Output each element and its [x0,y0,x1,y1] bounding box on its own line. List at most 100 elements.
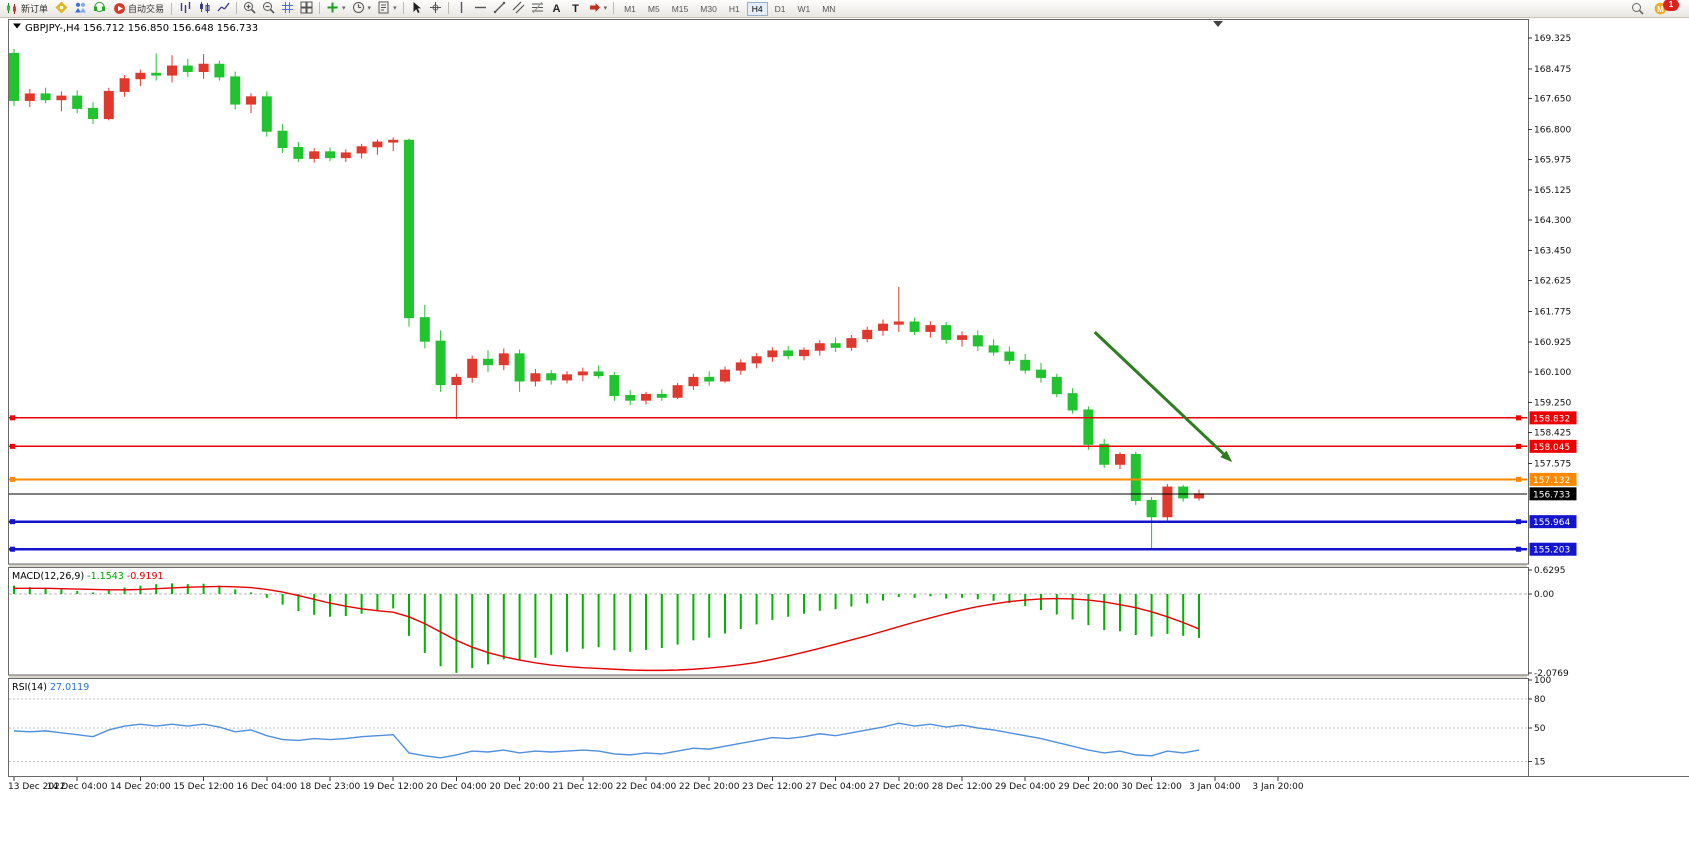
panel-separator[interactable] [9,564,1527,568]
line-handle[interactable] [1516,546,1521,552]
candle-body [893,321,904,325]
new-order-button[interactable]: 新订单 [3,1,51,16]
line-handle[interactable] [1516,415,1521,421]
rsi-axis-label: 15 [1534,758,1545,768]
line-handle[interactable] [1516,476,1521,482]
arrows-button[interactable]: ▾ [585,0,611,15]
line-handle[interactable] [10,443,15,449]
candlestick-chart-button[interactable] [195,0,214,15]
line-handle[interactable] [1516,443,1521,449]
candle [388,137,399,152]
arrows-icon [589,3,600,12]
vertical-line-button[interactable] [452,0,471,15]
cursor-button[interactable] [407,0,426,15]
price-tag [1529,411,1577,425]
line-chart-icon [217,2,230,12]
grid-icon [282,2,294,13]
zoom-out-button[interactable] [259,0,278,15]
candle [530,369,541,387]
periods-button[interactable]: ▾ [349,0,375,15]
time-axis-label: 3 Jan 20:00 [1252,782,1304,792]
channel-button[interactable] [509,0,528,15]
trendline-button[interactable] [490,0,509,15]
candle-body [419,317,430,342]
timeframe-h1-button[interactable]: H1 [724,2,745,16]
macd-axis-label: -2.0769 [1534,669,1569,679]
bar-chart-button[interactable] [176,0,195,15]
candle-body [1146,499,1157,518]
candle [625,390,636,406]
timeframe-h4-button[interactable]: H4 [746,1,768,16]
time-axis-label: 3 Jan 04:00 [1189,782,1241,792]
candle-body [941,325,952,340]
candle-body [688,376,699,387]
trend-arrow[interactable] [1093,331,1233,463]
price-tag-label: 157.132 [1533,476,1570,486]
line-handle[interactable] [10,519,15,525]
price-axis-label: 158.425 [1534,429,1571,439]
time-axis-label: 14 Dec 20:00 [110,782,171,792]
timeframe-d1-button[interactable]: D1 [770,2,791,16]
candle [1051,373,1062,398]
timeframe-w1-button[interactable]: W1 [792,2,815,16]
compass-button[interactable] [52,0,71,15]
line-handle[interactable] [10,476,15,482]
indicators-icon [327,2,338,13]
candle [1115,452,1125,469]
line-handle[interactable] [1516,519,1521,525]
time-axis-label: 22 Dec 04:00 [616,782,677,792]
timeframe-m30-button[interactable]: M30 [695,2,722,16]
candle [498,348,509,371]
candle-body [783,350,794,357]
templates-button[interactable]: ▾ [374,0,400,15]
crosshair-icon [429,2,441,13]
fibonacci-button[interactable] [528,0,547,15]
candle-body [751,356,762,364]
zoom-out-icon [263,2,275,14]
label-tool-button[interactable]: T [566,0,585,15]
symbol-ohlc-label: GBPJPY-,H4 156.712 156.850 156.648 156.7… [25,23,258,34]
candle [261,91,272,137]
chart-shift-marker-icon[interactable] [1213,21,1223,27]
candle [878,319,888,336]
candle-body [972,335,983,347]
candle [577,367,588,381]
panel-separator[interactable] [9,675,1527,679]
toolbar-separator [402,2,404,14]
grid-button[interactable] [278,0,297,15]
autotrading-button[interactable]: 自动交易 [110,1,167,16]
candle [325,147,335,162]
indicators-button[interactable]: ▾ [323,0,349,15]
candle [230,71,241,110]
candle-body [988,345,999,353]
profiles-button[interactable] [71,0,90,15]
tile-windows-button[interactable] [297,0,316,15]
time-axis-label: 27 Dec 04:00 [805,782,866,792]
search-button[interactable] [1628,1,1647,16]
community-button[interactable]: M 1 [1651,0,1682,16]
candle-body [483,358,493,366]
line-chart-button[interactable] [214,0,233,15]
line-handle[interactable] [10,546,15,552]
symbol-dropdown-icon[interactable] [13,23,21,29]
toolbar-separator [171,2,173,15]
timeframe-m5-button[interactable]: M5 [643,2,665,16]
horizontal-line-button[interactable] [471,0,490,15]
zoom-in-button[interactable] [240,0,259,15]
timeframe-m15-button[interactable]: M15 [667,2,694,16]
candle [1099,438,1110,468]
candle-body [656,393,667,398]
timeframe-mn-button[interactable]: MN [817,2,840,16]
price-tag-label: 155.203 [1533,546,1570,556]
text-tool-button[interactable]: A [547,0,566,15]
price-axis-label: 162.625 [1534,277,1571,287]
timeframe-m1-button[interactable]: M1 [619,2,641,16]
price-axis-label: 159.250 [1534,399,1571,409]
line-handle[interactable] [10,415,15,421]
candle-body [878,323,888,331]
rsi-axis-label: 80 [1534,695,1546,705]
crosshair-button[interactable] [426,0,445,15]
svg-text:A: A [552,3,560,14]
support-button[interactable] [90,0,109,15]
